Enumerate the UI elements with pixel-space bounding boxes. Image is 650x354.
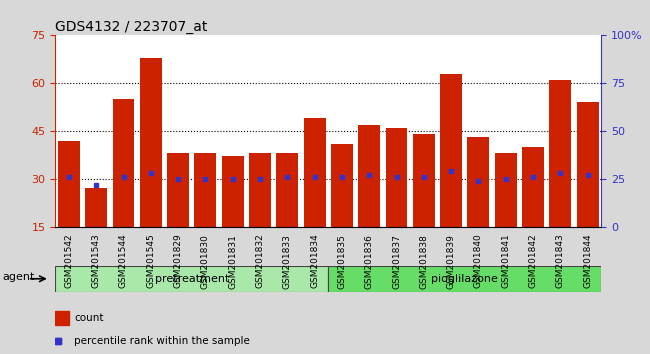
- Bar: [58, 141, 80, 227]
- Text: GSM201829: GSM201829: [174, 234, 183, 289]
- Text: GSM201843: GSM201843: [556, 234, 565, 289]
- Text: GSM201832: GSM201832: [255, 234, 265, 289]
- FancyBboxPatch shape: [328, 266, 601, 292]
- Text: GSM201833: GSM201833: [283, 234, 292, 289]
- Bar: [55, 312, 69, 325]
- Text: agent: agent: [3, 273, 35, 282]
- Text: GSM201840: GSM201840: [474, 234, 483, 289]
- Bar: [495, 153, 517, 227]
- Bar: [440, 74, 462, 227]
- Text: GSM201830: GSM201830: [201, 234, 210, 289]
- Bar: [522, 147, 544, 227]
- Text: count: count: [74, 313, 104, 323]
- Text: percentile rank within the sample: percentile rank within the sample: [74, 336, 250, 346]
- Text: GSM201543: GSM201543: [92, 234, 101, 289]
- Text: GSM201839: GSM201839: [447, 234, 456, 289]
- Bar: [276, 153, 298, 227]
- Bar: [249, 153, 271, 227]
- Text: GSM201831: GSM201831: [228, 234, 237, 289]
- Bar: [467, 137, 489, 227]
- Bar: [549, 80, 571, 227]
- Bar: [331, 144, 353, 227]
- Text: pretreatment: pretreatment: [155, 274, 229, 284]
- Text: GSM201836: GSM201836: [365, 234, 374, 289]
- Text: GSM201834: GSM201834: [310, 234, 319, 289]
- Text: GDS4132 / 223707_at: GDS4132 / 223707_at: [55, 21, 207, 34]
- FancyBboxPatch shape: [55, 266, 328, 292]
- Bar: [85, 188, 107, 227]
- Bar: [358, 125, 380, 227]
- Text: GSM201837: GSM201837: [392, 234, 401, 289]
- Text: GSM201838: GSM201838: [419, 234, 428, 289]
- Bar: [167, 153, 189, 227]
- Bar: [385, 128, 408, 227]
- Text: GSM201841: GSM201841: [501, 234, 510, 289]
- Bar: [140, 58, 162, 227]
- Text: pioglilazone: pioglilazone: [432, 274, 498, 284]
- Bar: [577, 102, 599, 227]
- Bar: [112, 99, 135, 227]
- Text: GSM201542: GSM201542: [64, 234, 73, 288]
- Text: GSM201844: GSM201844: [583, 234, 592, 288]
- Text: GSM201545: GSM201545: [146, 234, 155, 289]
- Bar: [413, 134, 435, 227]
- Text: GSM201835: GSM201835: [337, 234, 346, 289]
- Bar: [194, 153, 216, 227]
- Text: GSM201544: GSM201544: [119, 234, 128, 288]
- Bar: [304, 118, 326, 227]
- Bar: [222, 156, 244, 227]
- Text: GSM201842: GSM201842: [528, 234, 538, 288]
